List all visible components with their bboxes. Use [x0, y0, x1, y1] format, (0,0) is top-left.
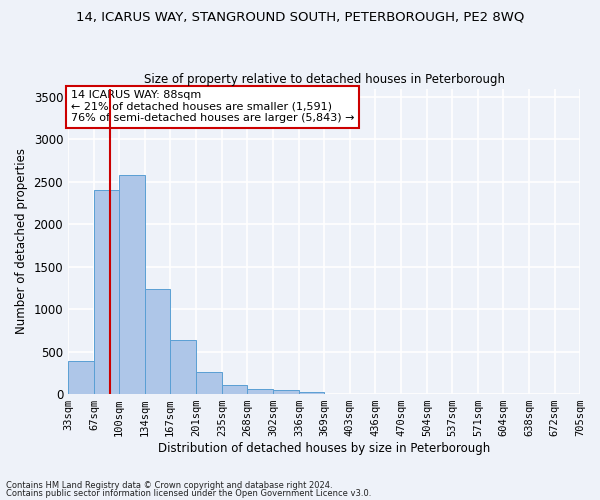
Y-axis label: Number of detached properties: Number of detached properties: [15, 148, 28, 334]
Bar: [196, 372, 222, 394]
Text: 14 ICARUS WAY: 88sqm
← 21% of detached houses are smaller (1,591)
76% of semi-de: 14 ICARUS WAY: 88sqm ← 21% of detached h…: [71, 90, 354, 124]
Title: Size of property relative to detached houses in Peterborough: Size of property relative to detached ho…: [143, 73, 505, 86]
Text: Contains public sector information licensed under the Open Government Licence v3: Contains public sector information licen…: [6, 488, 371, 498]
Bar: [119, 175, 145, 394]
Text: 14, ICARUS WAY, STANGROUND SOUTH, PETERBOROUGH, PE2 8WQ: 14, ICARUS WAY, STANGROUND SOUTH, PETERB…: [76, 10, 524, 23]
Bar: [68, 361, 94, 394]
Bar: [170, 340, 196, 394]
X-axis label: Distribution of detached houses by size in Peterborough: Distribution of detached houses by size …: [158, 442, 490, 455]
Bar: [299, 392, 324, 394]
Bar: [247, 390, 273, 394]
Text: Contains HM Land Registry data © Crown copyright and database right 2024.: Contains HM Land Registry data © Crown c…: [6, 481, 332, 490]
Bar: [222, 385, 247, 394]
Bar: [145, 289, 170, 394]
Bar: [94, 190, 119, 394]
Bar: [273, 390, 299, 394]
